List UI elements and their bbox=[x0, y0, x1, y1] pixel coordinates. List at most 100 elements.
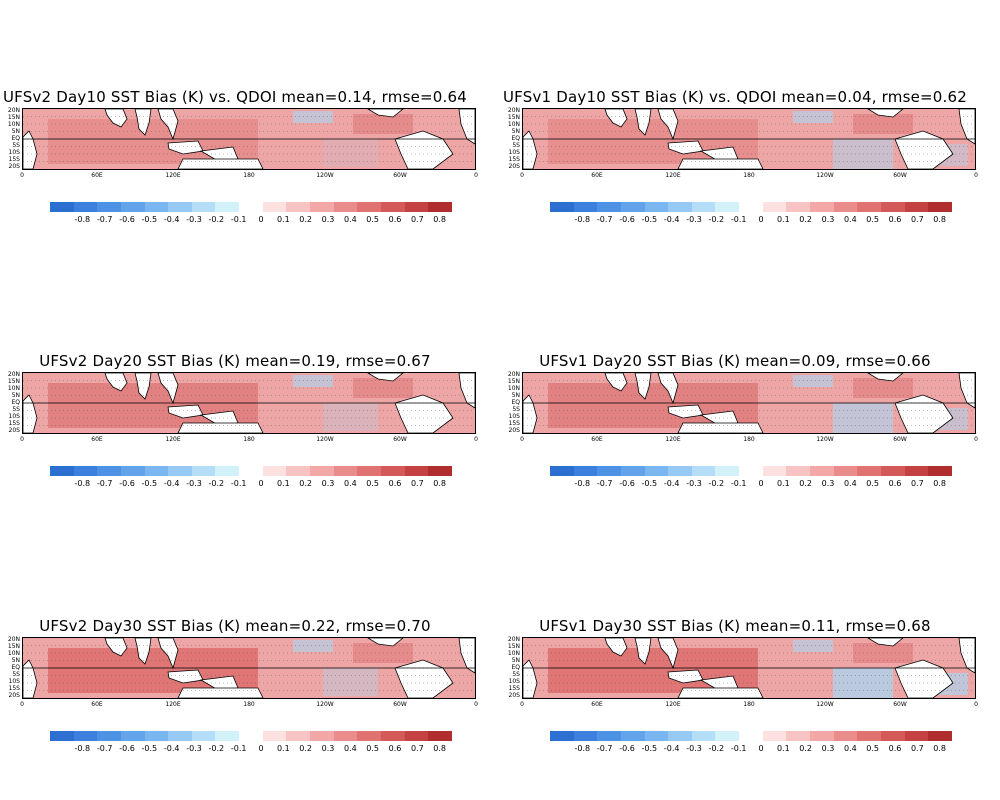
sst-bias-map bbox=[22, 108, 476, 170]
colorbar-swatch bbox=[786, 731, 811, 741]
colorbar-swatch bbox=[239, 731, 263, 741]
colorbar-swatch bbox=[286, 466, 311, 476]
colorbar-swatch bbox=[691, 466, 716, 476]
colorbar bbox=[50, 731, 452, 741]
lat-label: 5S bbox=[512, 142, 520, 149]
lat-label: 5N bbox=[11, 128, 20, 135]
colorbar-label: 0.1 bbox=[776, 479, 790, 488]
colorbar-swatch bbox=[97, 466, 121, 476]
lon-label: 0 bbox=[974, 172, 978, 179]
colorbar-swatch bbox=[262, 202, 287, 212]
lon-label: 60W bbox=[393, 436, 407, 443]
colorbar-label: 0.6 bbox=[388, 744, 402, 753]
colorbar-swatch bbox=[428, 731, 452, 741]
lon-label: 0 bbox=[520, 436, 524, 443]
colorbar-label: 0.7 bbox=[910, 744, 924, 753]
colorbar-label: -0.7 bbox=[96, 215, 113, 224]
colorbar-swatch bbox=[620, 202, 645, 212]
colorbar-label: 0.7 bbox=[410, 744, 424, 753]
lat-label: 10N bbox=[7, 121, 20, 128]
lon-label: 60E bbox=[91, 701, 103, 708]
colorbar-label: 0.6 bbox=[888, 744, 902, 753]
lon-label: 60E bbox=[591, 436, 603, 443]
sst-bias-map bbox=[522, 372, 976, 434]
colorbar-swatch bbox=[262, 466, 287, 476]
colorbar-swatch bbox=[97, 202, 121, 212]
colorbar-swatch bbox=[762, 466, 787, 476]
panel-title: UFSv2 Day30 SST Bias (K) mean=0.22, rmse… bbox=[39, 617, 431, 635]
lat-label: 10S bbox=[8, 413, 20, 420]
lat-label: 20N bbox=[7, 371, 20, 378]
lat-label: EQ bbox=[511, 664, 520, 671]
colorbar-swatch bbox=[286, 731, 311, 741]
colorbar-label: 0.8 bbox=[433, 479, 447, 488]
colorbar-labels: -0.8 -0.7 -0.6 -0.5 -0.4 -0.3 -0.2 -0.1 0 0.1 0.2 0… bbox=[50, 744, 452, 754]
colorbar-swatch bbox=[786, 466, 811, 476]
colorbar-swatch bbox=[97, 731, 121, 741]
colorbar-label: 0.6 bbox=[388, 215, 402, 224]
colorbar-label: 0.5 bbox=[866, 744, 880, 753]
lon-label: 120W bbox=[816, 436, 834, 443]
colorbar bbox=[550, 202, 952, 212]
lon-label: 0 bbox=[474, 436, 478, 443]
lat-label: 20N bbox=[7, 107, 20, 114]
lat-label: 15S bbox=[8, 685, 20, 692]
colorbar-swatch bbox=[50, 466, 74, 476]
colorbar-label: -0.4 bbox=[663, 479, 680, 488]
lat-label: 20S bbox=[8, 692, 20, 699]
lat-label: 10S bbox=[8, 149, 20, 156]
lon-label: 60E bbox=[91, 436, 103, 443]
colorbar-swatch bbox=[786, 202, 811, 212]
lon-label: 120E bbox=[165, 436, 181, 443]
colorbar-swatch bbox=[833, 202, 858, 212]
colorbar-swatch bbox=[810, 731, 834, 741]
lat-label: 20N bbox=[507, 636, 520, 643]
lat-label: 15N bbox=[7, 114, 20, 121]
colorbar-swatch bbox=[880, 731, 905, 741]
lon-label: 120E bbox=[665, 701, 681, 708]
colorbar-label: 0.3 bbox=[321, 479, 335, 488]
lon-label: 60W bbox=[393, 172, 407, 179]
lat-label: 15N bbox=[507, 378, 520, 385]
colorbar-swatch bbox=[404, 731, 429, 741]
colorbar-swatch bbox=[833, 466, 858, 476]
colorbar-label: 0.8 bbox=[933, 215, 947, 224]
colorbar-label: 0.2 bbox=[299, 479, 313, 488]
lon-label: 60E bbox=[591, 701, 603, 708]
lat-label: 20N bbox=[507, 107, 520, 114]
colorbar-label: -0.5 bbox=[141, 744, 158, 753]
colorbar-swatch bbox=[215, 202, 240, 212]
colorbar-label: -0.4 bbox=[663, 744, 680, 753]
colorbar-swatch bbox=[739, 731, 763, 741]
lon-label: 60W bbox=[393, 701, 407, 708]
colorbar-swatch bbox=[904, 202, 929, 212]
colorbar-label: -0.3 bbox=[186, 744, 202, 753]
lat-label: 5N bbox=[511, 128, 520, 135]
colorbar-label: -0.8 bbox=[574, 479, 591, 488]
colorbar-swatch bbox=[380, 202, 405, 212]
colorbar bbox=[550, 466, 952, 476]
lon-label: 0 bbox=[474, 701, 478, 708]
lon-label: 120W bbox=[816, 701, 834, 708]
colorbar-swatch bbox=[191, 466, 216, 476]
colorbar-label: -0.8 bbox=[574, 215, 591, 224]
map-panel-ufsv1-day10: UFSv1 Day10 SST Bias (K) vs. QDOI mean=0… bbox=[500, 88, 978, 258]
colorbar-swatch bbox=[239, 202, 263, 212]
lon-label: 180 bbox=[743, 436, 755, 443]
colorbar-swatch bbox=[762, 731, 787, 741]
colorbar-swatch bbox=[928, 731, 952, 741]
colorbar-swatch bbox=[573, 731, 598, 741]
colorbar-label: -0.6 bbox=[119, 479, 135, 488]
colorbar-label: -0.2 bbox=[208, 479, 225, 488]
colorbar-label: 0.2 bbox=[799, 479, 813, 488]
map-panel-ufsv2-day20: UFSv2 Day20 SST Bias (K) mean=0.19, rmse… bbox=[0, 352, 478, 522]
colorbar-swatch bbox=[550, 731, 574, 741]
colorbar-swatch bbox=[668, 731, 692, 741]
colorbar-swatch bbox=[50, 731, 74, 741]
colorbar-swatch bbox=[644, 731, 669, 741]
colorbar-label: 0.6 bbox=[888, 215, 902, 224]
colorbar-label: -0.7 bbox=[596, 479, 613, 488]
colorbar-swatch bbox=[620, 731, 645, 741]
colorbar-swatch bbox=[357, 731, 381, 741]
lat-label: 10S bbox=[8, 678, 20, 685]
